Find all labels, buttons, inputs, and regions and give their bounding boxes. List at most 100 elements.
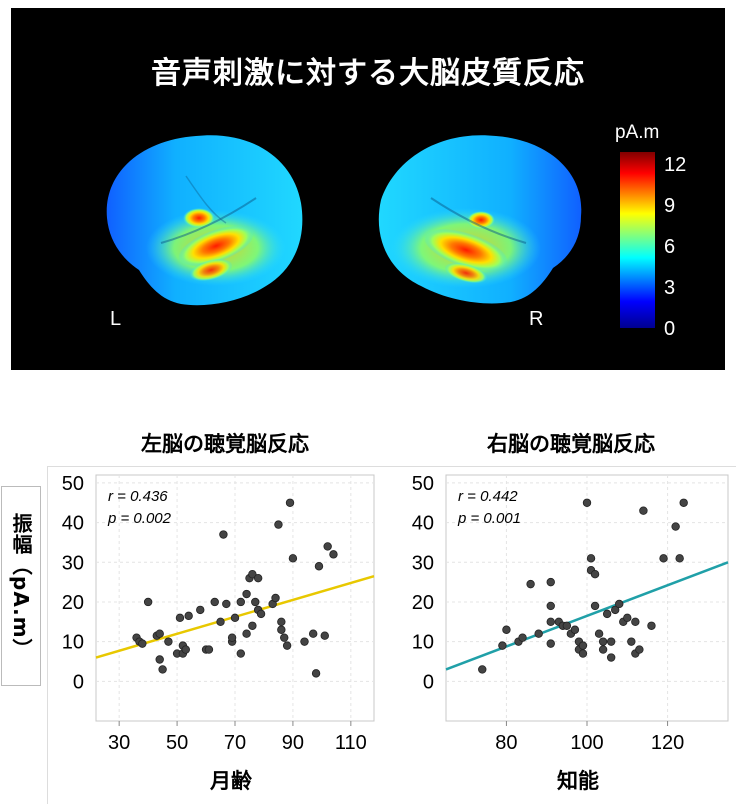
y-tick-label: 10 (62, 632, 84, 654)
y-tick-label: 20 (62, 592, 84, 614)
y-tick-label: 50 (62, 473, 84, 495)
right-plot-title: 右脳の聴覚脳反応 (487, 432, 655, 456)
data-point (314, 562, 324, 571)
data-point (175, 613, 185, 623)
data-point (236, 649, 245, 658)
data-point (606, 653, 616, 662)
data-point (277, 625, 286, 634)
data-point (582, 498, 592, 507)
data-point (251, 597, 260, 607)
y-tick-label: 40 (62, 513, 84, 535)
colorbar-tick: 3 (664, 277, 676, 299)
left-x-axis-title: 月齢 (210, 769, 252, 793)
data-point (502, 625, 511, 634)
colorbar-tick: 0 (664, 318, 676, 340)
right-hemisphere-image (378, 135, 582, 304)
data-point (320, 631, 329, 640)
data-point (329, 550, 338, 559)
data-point (526, 579, 535, 589)
data-point (602, 609, 612, 619)
data-point (586, 554, 596, 563)
plots-frame (47, 466, 736, 804)
stat-annotation: r = 0.442 (458, 488, 518, 505)
left-scatter-plot: 50 40 30 20 10 0 30 50 70 90 110 r = 0.436 p = 0.002 (62, 473, 375, 754)
data-point (138, 639, 147, 648)
y-tick-label: 30 (62, 552, 84, 574)
data-point (635, 645, 644, 654)
data-point (323, 542, 332, 551)
data-point (210, 597, 219, 607)
data-point (248, 569, 257, 579)
data-point (590, 601, 600, 611)
data-point (300, 637, 309, 646)
data-point (230, 613, 240, 623)
data-point (308, 629, 318, 638)
x-tick-label: 30 (108, 732, 130, 754)
x-tick-label: 90 (282, 732, 304, 754)
data-point (280, 633, 289, 642)
y-tick-label: 20 (412, 592, 434, 614)
x-tick-label: 110 (335, 732, 367, 754)
right-hemisphere-label: R (529, 308, 544, 330)
data-point (253, 573, 263, 583)
data-point (143, 597, 153, 607)
data-point (288, 554, 298, 563)
data-point (631, 617, 640, 627)
left-hemisphere-label: L (110, 308, 122, 330)
y-tick-label: 10 (412, 632, 434, 654)
x-tick-label: 70 (224, 732, 246, 754)
y-tick-label: 50 (412, 473, 434, 495)
data-point (615, 599, 624, 609)
data-point (204, 645, 214, 654)
y-axis-title: 振幅（pA.m） (9, 512, 33, 660)
data-point (562, 621, 572, 630)
y-tick-label: 0 (423, 671, 434, 693)
data-point (546, 639, 555, 648)
data-point (271, 593, 280, 603)
data-point (546, 601, 555, 611)
colorbar-tick: 12 (664, 154, 687, 176)
data-point (675, 554, 684, 563)
y-tick-label: 30 (412, 552, 434, 574)
data-point (155, 629, 164, 638)
data-point (498, 641, 507, 650)
data-point (216, 617, 225, 627)
stat-annotation: p = 0.001 (457, 510, 521, 527)
regression-line (445, 561, 729, 671)
data-point (242, 589, 251, 599)
data-point (627, 637, 636, 646)
data-point (242, 629, 251, 638)
data-point (546, 617, 555, 627)
data-point (155, 655, 164, 664)
data-point (256, 609, 266, 619)
data-point (594, 629, 604, 638)
colorbar-tick: 9 (664, 195, 676, 217)
colorbar (620, 152, 655, 328)
y-tick-label: 0 (73, 671, 84, 693)
figure-title: 音声刺激に対する大脳皮質反応 (151, 56, 585, 91)
data-point (222, 599, 231, 609)
left-plot-title: 左脳の聴覚脳反応 (141, 432, 309, 456)
data-point (570, 625, 580, 634)
data-point (546, 577, 555, 587)
data-point (647, 621, 656, 630)
data-point (578, 641, 588, 650)
data-point (248, 621, 257, 630)
data-point (659, 554, 668, 563)
data-point (610, 605, 620, 615)
x-tick-label: 100 (570, 732, 603, 754)
data-point (311, 669, 321, 678)
data-point (679, 498, 688, 507)
data-point (227, 633, 237, 642)
brain-surface-images (106, 135, 582, 306)
colorbar-tick: 6 (664, 236, 676, 258)
data-point (277, 617, 286, 627)
left-hemisphere-image (106, 135, 303, 306)
data-point (236, 597, 245, 607)
data-point (578, 649, 588, 658)
stat-annotation: p = 0.002 (107, 510, 172, 527)
colorbar-unit-label: pA.m (615, 122, 660, 143)
data-point (196, 605, 205, 615)
x-tick-label: 50 (166, 732, 188, 754)
y-tick-label: 40 (412, 513, 434, 535)
